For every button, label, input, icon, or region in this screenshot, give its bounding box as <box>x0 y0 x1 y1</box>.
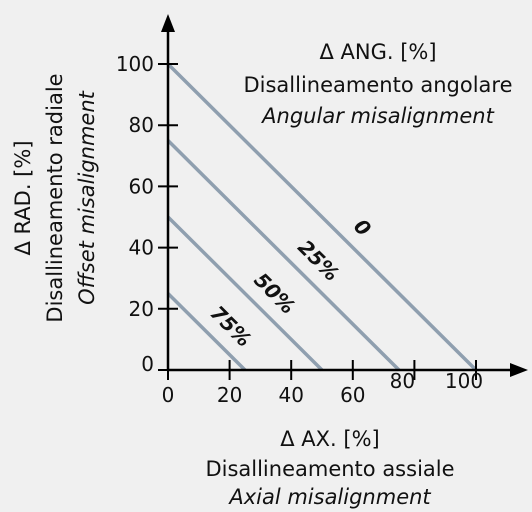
x-label-line3: Axial misalignment <box>227 485 431 509</box>
y-tick-label: 40 <box>129 236 154 260</box>
y-label-line1: Δ RAD. [%] <box>11 140 35 255</box>
series-label: 50% <box>249 268 300 319</box>
series-caption-line2: Disallineamento angolare <box>243 73 512 97</box>
x-ticks: 0 20 40 60 80 100 <box>162 360 483 407</box>
series-line <box>166 62 478 372</box>
series-caption-line1: Δ ANG. [%] <box>319 40 436 64</box>
x-tick-label: 40 <box>278 383 303 407</box>
x-tick-label: 0 <box>162 383 175 407</box>
series-lines <box>166 62 478 372</box>
y-ticks: 0 20 40 60 80 100 <box>116 52 178 376</box>
y-label-line3: Offset misalignment <box>75 90 99 305</box>
x-tick-label: 80 <box>390 369 415 393</box>
series-label: 25% <box>293 235 344 286</box>
x-label-line2: Disallineamento assiale <box>205 457 454 481</box>
x-axis-arrow <box>510 363 528 377</box>
x-tick-label: 60 <box>340 383 365 407</box>
x-tick-label: 20 <box>217 383 242 407</box>
series-caption-line3: Angular misalignment <box>260 104 494 128</box>
series-line <box>166 139 401 372</box>
x-tick-label: 100 <box>445 369 483 393</box>
y-tick-label: 60 <box>129 174 154 198</box>
y-tick-label: 0 <box>141 352 154 376</box>
series-line <box>166 215 324 372</box>
series-label: 0 <box>349 214 376 241</box>
series-label: 75% <box>205 301 256 352</box>
y-label-line2: Disallineamento radiale <box>43 73 67 322</box>
series-line <box>166 292 247 372</box>
y-tick-label: 20 <box>129 297 154 321</box>
series-labels: 025%50%75% <box>205 214 376 352</box>
y-tick-label: 80 <box>129 113 154 137</box>
y-axis-arrow <box>161 14 175 32</box>
y-tick-label: 100 <box>116 52 154 76</box>
x-label-line1: Δ AX. [%] <box>280 427 379 451</box>
